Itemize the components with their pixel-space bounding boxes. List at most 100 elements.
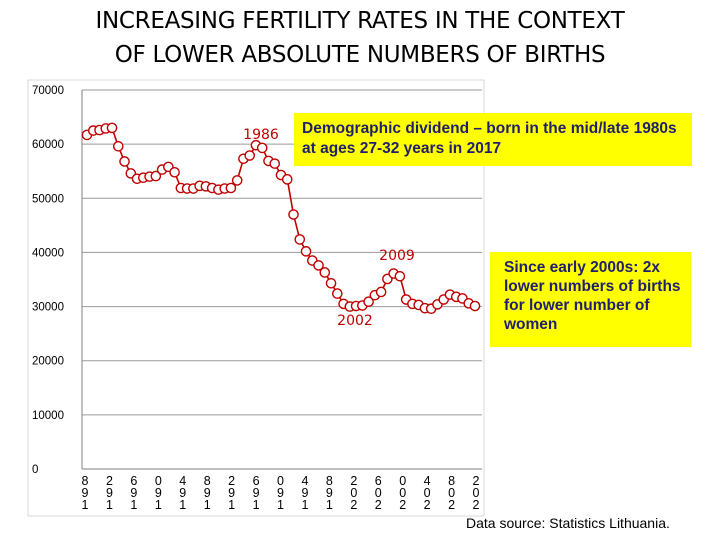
x-tick-char: 2	[350, 498, 357, 512]
x-tick-label: 491	[179, 474, 186, 512]
data-point	[244, 150, 256, 161]
title-line-2: OF LOWER ABSOLUTE NUMBERS OF BIRTHS	[114, 42, 606, 68]
data-point	[469, 300, 481, 312]
x-tick-char: 0	[399, 474, 406, 488]
x-tick-char: 2	[399, 498, 406, 512]
x-tick-char: 8	[448, 474, 455, 488]
year-annotation: 2002	[337, 313, 373, 329]
y-tick-label: 10000	[32, 410, 64, 422]
x-tick-char: 9	[326, 486, 333, 500]
data-point	[375, 286, 387, 298]
since-2000s-callout: Since early 2000s: 2x lower numbers of b…	[490, 252, 691, 347]
x-tick-char: 4	[179, 474, 186, 488]
x-tick-label: 291	[228, 474, 235, 512]
x-tick-label: 891	[204, 474, 211, 512]
x-tick-char: 4	[424, 474, 431, 488]
x-tick-char: 2	[375, 498, 382, 512]
x-tick-label: 691	[253, 474, 260, 512]
data-point	[313, 260, 324, 271]
year-annotation: 1986	[243, 127, 279, 143]
x-tick-char: 0	[277, 474, 284, 488]
x-tick-char: 9	[228, 486, 235, 500]
x-tick-char: 1	[179, 498, 186, 512]
x-tick-label: 891	[326, 474, 333, 512]
x-tick-char: 1	[130, 498, 137, 512]
x-tick-char: 9	[277, 486, 284, 500]
x-tick-char: 8	[82, 474, 89, 488]
y-tick-label: 50000	[32, 193, 64, 205]
x-tick-label: 802	[448, 474, 455, 512]
data-point	[112, 141, 124, 152]
x-tick-char: 0	[473, 486, 480, 500]
x-tick-label: 691	[130, 474, 137, 512]
x-tick-char: 9	[82, 486, 89, 500]
year-annotation: 2009	[379, 248, 415, 264]
data-point	[394, 270, 406, 282]
data-point	[269, 158, 281, 169]
x-tick-char: 0	[424, 486, 431, 500]
y-tick-label: 30000	[32, 302, 64, 314]
x-tick-char: 1	[228, 498, 235, 512]
data-point	[225, 182, 237, 194]
title-line-1: INCREASING FERTILITY RATES IN THE CONTEX…	[95, 8, 625, 34]
data-point	[169, 166, 180, 178]
plot-frame	[27, 79, 485, 517]
x-tick-char: 2	[350, 474, 357, 488]
x-tick-char: 1	[253, 498, 260, 512]
y-tick-label: 70000	[32, 85, 64, 97]
data-source-note: Data source: Statistics Lithuania.	[466, 515, 670, 531]
y-tick-label: 60000	[32, 139, 64, 151]
data-point	[256, 142, 268, 154]
data-point	[325, 277, 337, 289]
x-tick-label: 602	[375, 474, 382, 512]
y-tick-label: 40000	[32, 247, 64, 259]
x-tick-char: 9	[155, 486, 162, 500]
demographic-dividend-callout: Demographic dividend – born in the mid/l…	[294, 113, 692, 166]
x-tick-char: 6	[253, 474, 260, 488]
x-tick-char: 0	[399, 486, 406, 500]
x-tick-char: 2	[106, 474, 113, 488]
x-tick-label: 202	[473, 474, 480, 512]
data-point	[363, 296, 374, 307]
data-point	[300, 246, 312, 257]
x-tick-char: 6	[375, 474, 382, 488]
x-tick-char: 1	[204, 498, 211, 512]
data-point	[319, 267, 331, 278]
data-point	[231, 175, 243, 186]
data-point	[332, 288, 343, 299]
x-tick-char: 0	[155, 474, 162, 488]
x-tick-char: 0	[448, 486, 455, 500]
x-tick-char: 1	[155, 498, 162, 512]
x-tick-char: 2	[448, 498, 455, 512]
x-tick-char: 2	[424, 498, 431, 512]
x-tick-char: 9	[106, 486, 113, 500]
x-tick-label: 891	[82, 474, 89, 512]
x-tick-char: 1	[277, 498, 284, 512]
x-tick-label: 491	[301, 474, 308, 512]
x-tick-char: 1	[326, 498, 333, 512]
x-tick-char: 9	[204, 486, 211, 500]
data-point	[150, 170, 162, 182]
x-tick-char: 0	[375, 486, 382, 500]
x-tick-char: 1	[301, 498, 308, 512]
data-point	[288, 209, 299, 220]
x-tick-char: 4	[301, 474, 308, 488]
x-tick-label: 091	[155, 474, 162, 512]
x-tick-char: 0	[350, 486, 357, 500]
x-tick-char: 1	[82, 498, 89, 512]
x-tick-char: 8	[204, 474, 211, 488]
x-tick-char: 1	[106, 498, 113, 512]
x-tick-label: 002	[399, 474, 406, 512]
x-tick-char: 9	[301, 486, 308, 500]
x-tick-label: 402	[424, 474, 431, 512]
x-tick-char: 8	[326, 474, 333, 488]
data-point	[119, 156, 130, 167]
x-tick-char: 9	[130, 486, 137, 500]
x-tick-label: 091	[277, 474, 284, 512]
x-tick-char: 2	[228, 474, 235, 488]
data-point	[294, 234, 306, 245]
x-tick-char: 2	[473, 498, 480, 512]
x-tick-char: 9	[179, 486, 186, 500]
data-point	[281, 174, 293, 185]
